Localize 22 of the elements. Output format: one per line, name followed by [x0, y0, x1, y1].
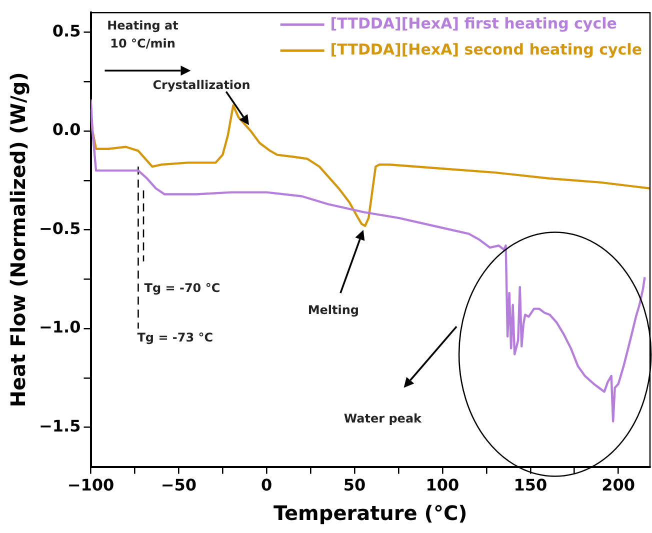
- x-tick-label: 50: [343, 476, 366, 495]
- y-tick-label: −1.5: [39, 416, 81, 436]
- x-tick-label: −50: [160, 476, 197, 495]
- x-tick-label: 0: [261, 476, 272, 495]
- y-tick-label: −0.5: [39, 218, 81, 238]
- y-tick-label: −1.0: [39, 318, 81, 337]
- legend-label: [TTDDA][HexA] second heating cycle: [330, 40, 642, 58]
- legend-label: [TTDDA][HexA] first heating cycle: [330, 14, 617, 32]
- x-tick-label: 100: [426, 476, 460, 495]
- annotation: Tg = -73 °C: [137, 330, 214, 345]
- y-tick-label: 0.5: [52, 22, 81, 41]
- x-tick-label: 150: [514, 476, 548, 495]
- x-tick-label: 200: [602, 476, 636, 495]
- x-axis-title: Temperature (°C): [273, 501, 468, 526]
- annotation: Water peak: [344, 412, 423, 426]
- y-tick-label: 0.0: [52, 120, 81, 140]
- annotation: Heating at 10 °C/min: [107, 18, 179, 51]
- y-axis-title: Heat Flow (Normalized) (W/g): [6, 72, 30, 408]
- x-tick-label: −100: [67, 476, 114, 495]
- annotation: Tg = -70 °C: [144, 281, 220, 296]
- annotation: Melting: [308, 302, 360, 317]
- annotation: Crystallization: [152, 78, 250, 92]
